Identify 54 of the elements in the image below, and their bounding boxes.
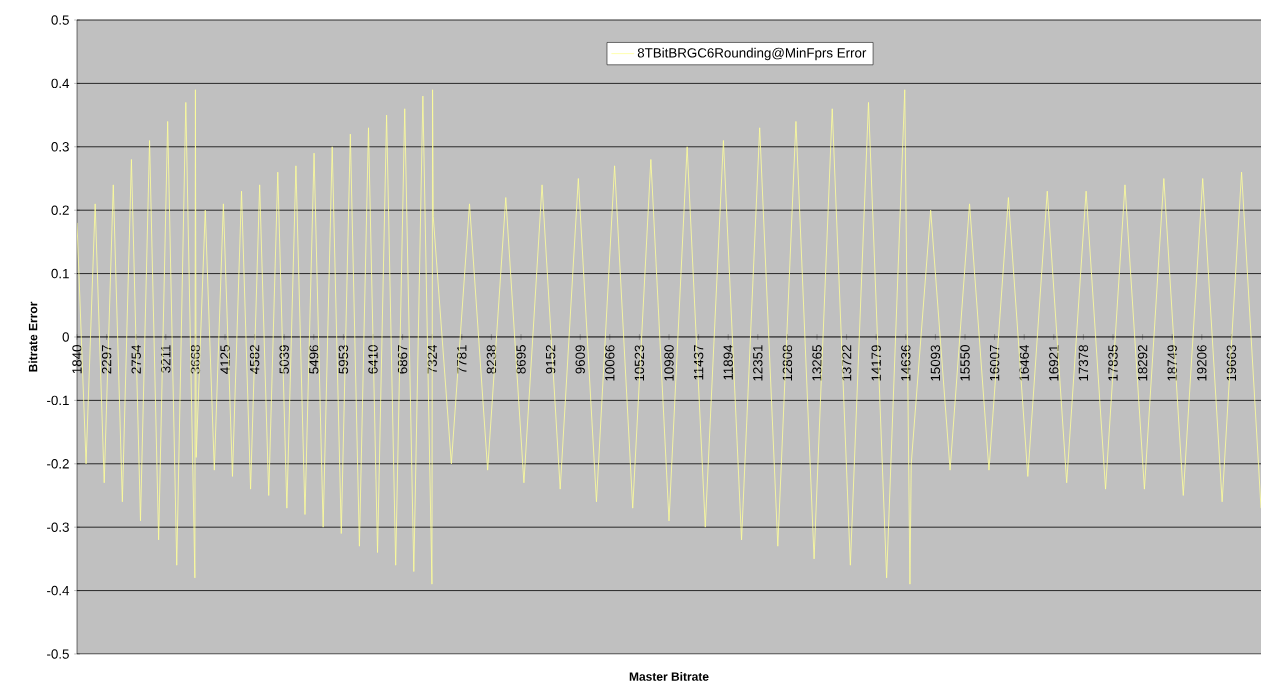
y-tick-label: 0.4 <box>51 78 70 89</box>
x-tick-label: 11437 <box>693 345 704 380</box>
x-tick-label: 12808 <box>782 345 793 381</box>
x-tick-label: 14636 <box>901 345 911 381</box>
x-tick-label: 5953 <box>338 345 349 374</box>
y-tick-label: 0.5 <box>51 15 69 25</box>
x-tick-label: 7781 <box>457 345 467 374</box>
x-tick-label: 2297 <box>101 345 112 374</box>
x-tick-label: 19206 <box>1197 345 1207 381</box>
y-tick-label: -0.2 <box>47 459 69 469</box>
x-tick-label: 8695 <box>516 345 526 374</box>
x-tick-label: 16007 <box>989 345 1000 381</box>
x-tick-label: 14179 <box>871 345 881 381</box>
x-tick-label: 3211 <box>161 345 171 373</box>
y-tick-label: 0 <box>62 332 69 342</box>
legend-label: 8TBitBRGC6Rounding@MinFprs Error <box>637 47 867 61</box>
x-tick-label: 11894 <box>723 344 733 380</box>
x-tick-label: 5039 <box>279 345 289 374</box>
x-tick-label: 16464 <box>1019 344 1029 381</box>
y-tick-label: 0.2 <box>51 205 69 215</box>
x-tick-label: 9152 <box>545 345 556 374</box>
x-tick-label: 10066 <box>605 345 615 381</box>
x-tick-label: 4582 <box>249 345 260 374</box>
x-tick-label: 18749 <box>1167 345 1177 381</box>
x-tick-label: 12351 <box>753 345 763 381</box>
x-tick-label: 6867 <box>397 345 408 374</box>
x-tick-label: 1840 <box>72 345 82 374</box>
y-axis-title: Bitrate Error <box>28 301 38 372</box>
x-axis-title: Master Bitrate <box>629 672 709 681</box>
x-tick-label: 3668 <box>190 345 201 374</box>
x-tick-label: 13265 <box>812 345 822 381</box>
x-tick-label: 6410 <box>368 345 378 374</box>
x-tick-label: 5496 <box>309 345 319 374</box>
x-tick-label: 10980 <box>664 345 674 381</box>
x-tick-label: 4125 <box>220 345 230 374</box>
y-tick-label: -0.1 <box>47 395 69 406</box>
x-tick-label: 17835 <box>1108 345 1118 381</box>
x-tick-label: 9609 <box>575 345 585 374</box>
y-tick-label: 0.3 <box>51 142 69 152</box>
x-tick-label: 17378 <box>1078 345 1089 381</box>
y-tick-label: -0.3 <box>47 522 69 532</box>
x-tick-label: 15550 <box>960 345 970 381</box>
x-tick-label: 18292 <box>1137 345 1148 381</box>
x-tick-label: 19663 <box>1226 345 1237 381</box>
y-tick-label: 0.1 <box>51 268 69 279</box>
x-tick-label: 8238 <box>486 345 497 374</box>
y-tick-label: -0.5 <box>47 649 69 659</box>
x-tick-label: 10523 <box>634 345 645 381</box>
x-tick-label: 16921 <box>1049 345 1059 381</box>
x-tick-label: 7324 <box>427 344 437 374</box>
x-tick-label: 13722 <box>841 345 852 381</box>
x-tick-label: 2754 <box>131 344 141 374</box>
x-tick-label: 15093 <box>930 345 941 381</box>
y-tick-label: -0.4 <box>47 585 70 596</box>
